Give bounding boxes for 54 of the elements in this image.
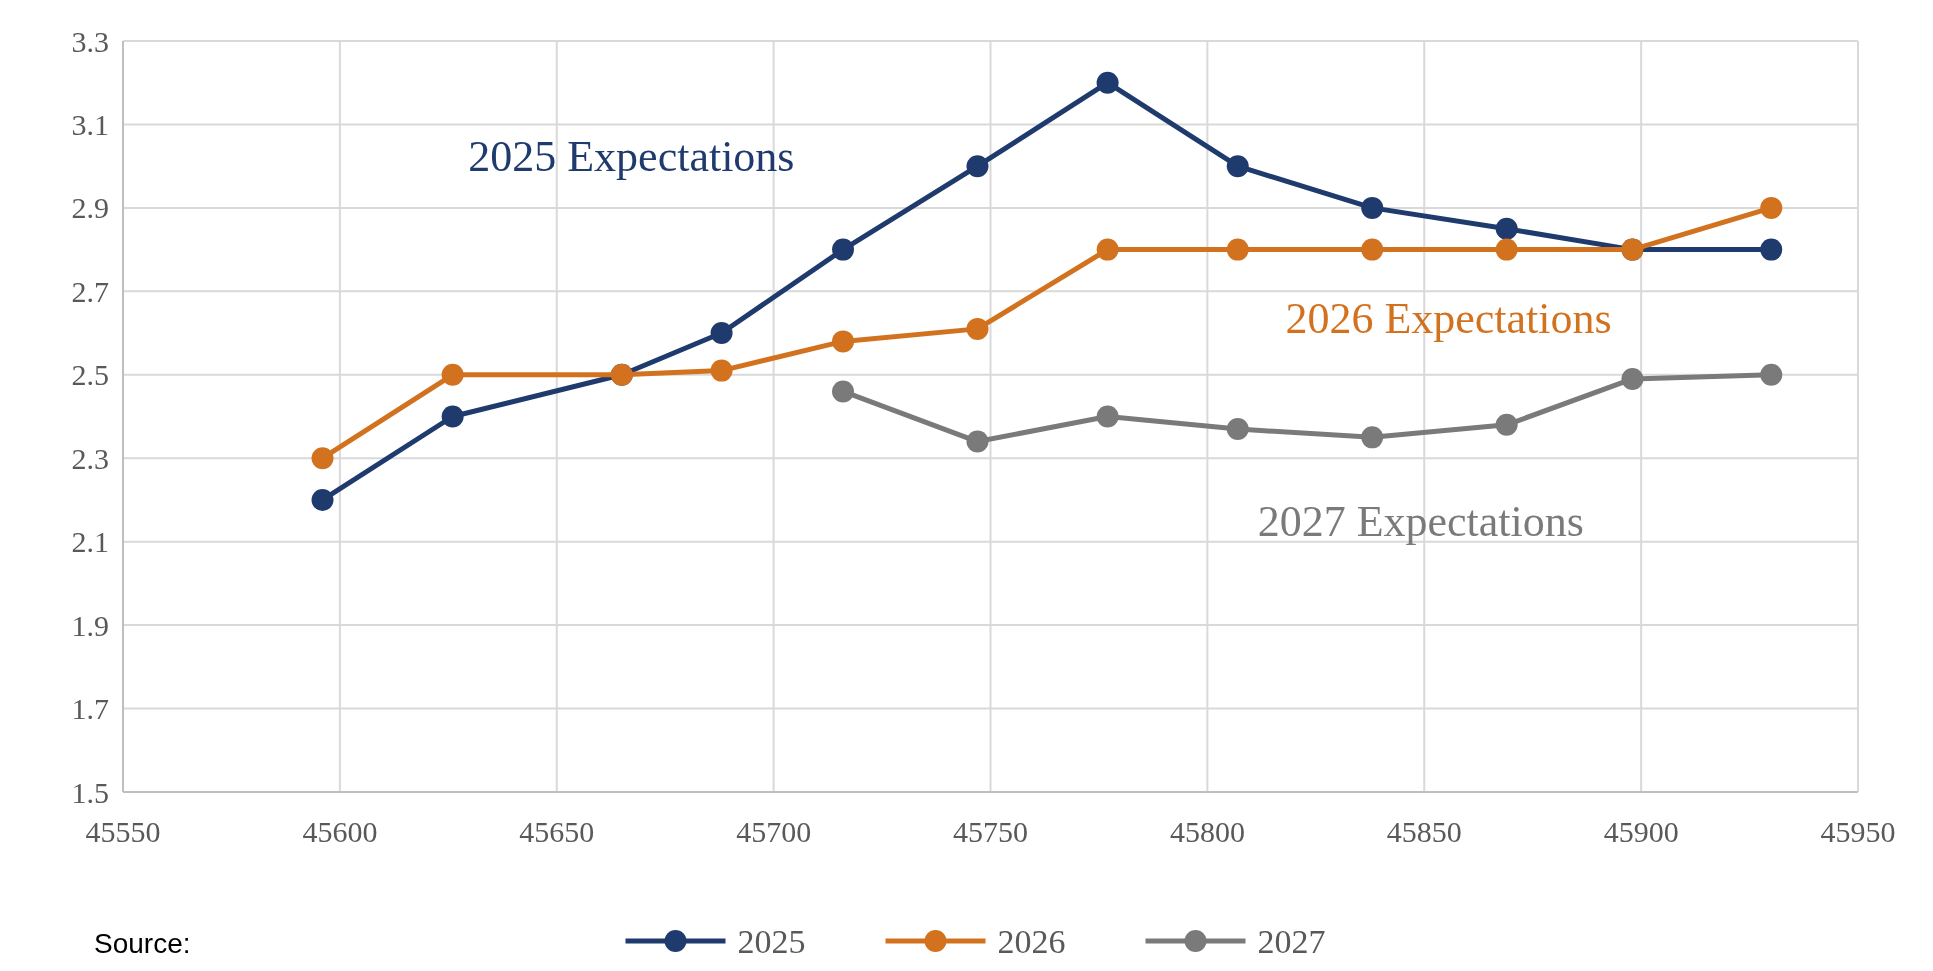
point	[1226, 238, 1249, 261]
point	[1226, 155, 1249, 178]
point	[966, 430, 989, 453]
x-tick-label: 45950	[1820, 815, 1896, 848]
y-tick-label: 2.3	[71, 441, 109, 475]
y-tick-label: 2.5	[71, 358, 109, 392]
point	[1760, 363, 1783, 386]
point	[966, 317, 989, 340]
point	[1760, 196, 1783, 219]
annotation: 2025 Expectations	[468, 131, 795, 181]
point	[1361, 196, 1384, 219]
annotation: 2026 Expectations	[1285, 293, 1612, 343]
point	[1495, 413, 1518, 436]
x-tick-label: 45550	[85, 815, 161, 848]
point	[311, 488, 334, 511]
point	[441, 405, 464, 428]
legend-label: 2026	[997, 922, 1066, 960]
source-note: Source:	[94, 928, 191, 959]
point	[1361, 238, 1384, 261]
point	[311, 447, 334, 470]
point	[1760, 238, 1783, 261]
point	[832, 330, 855, 353]
y-tick-label: 1.7	[71, 692, 109, 726]
point	[441, 363, 464, 386]
y-tick-label: 2.1	[71, 525, 109, 559]
point	[1621, 367, 1644, 390]
x-tick-label: 45850	[1386, 815, 1462, 848]
x-tick-label: 45750	[953, 815, 1028, 848]
y-tick-label: 3.3	[71, 24, 109, 58]
point	[710, 359, 733, 382]
legend-label: 2027	[1257, 922, 1326, 960]
point	[710, 322, 733, 345]
annotation: 2027 Expectations	[1257, 497, 1584, 547]
y-tick-label: 3.1	[71, 107, 109, 141]
x-tick-label: 45700	[736, 815, 812, 848]
point	[1096, 71, 1119, 94]
point	[1096, 238, 1119, 261]
point	[1226, 418, 1249, 441]
point	[1361, 426, 1384, 449]
y-tick-label: 2.7	[71, 274, 109, 308]
x-tick-label: 45900	[1603, 815, 1679, 848]
x-tick-label: 45800	[1169, 815, 1245, 848]
point	[1495, 217, 1518, 240]
point	[832, 380, 855, 403]
point	[832, 238, 855, 261]
y-tick-label: 1.5	[71, 775, 109, 809]
point	[1495, 238, 1518, 261]
point	[966, 155, 989, 178]
y-tick-label: 2.9	[71, 191, 109, 225]
x-tick-label: 45600	[302, 815, 378, 848]
legend-label: 2025	[737, 922, 806, 960]
y-tick-label: 1.9	[71, 608, 109, 642]
x-tick-label: 45650	[519, 815, 595, 848]
point	[1096, 405, 1119, 428]
